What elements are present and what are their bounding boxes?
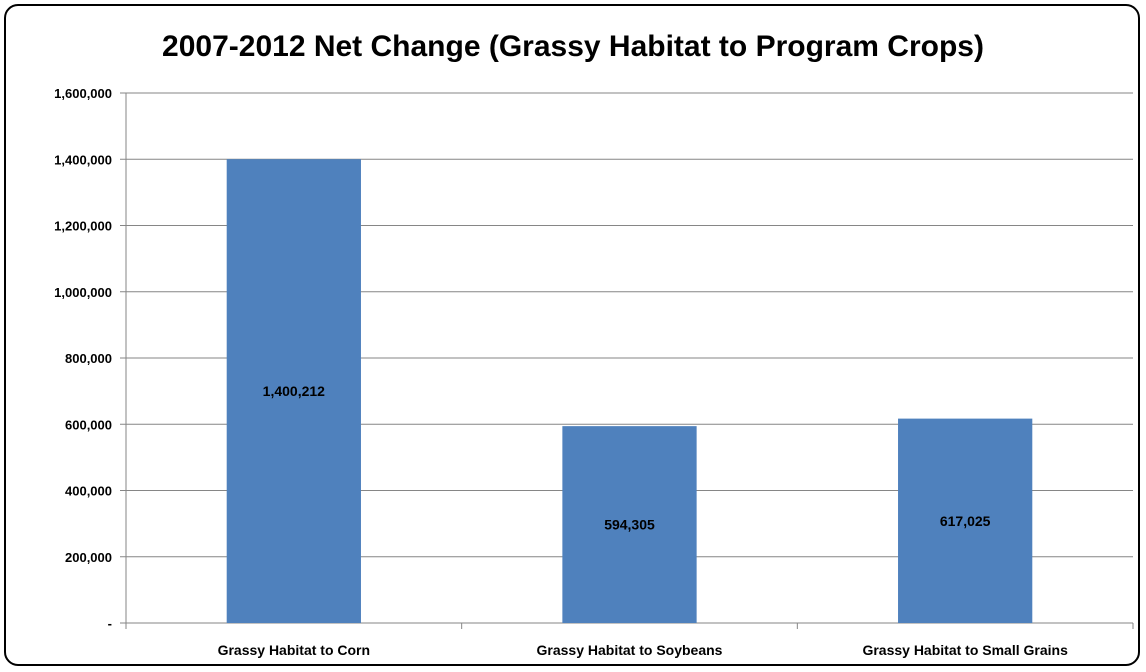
y-tick-label: 1,000,000: [54, 285, 112, 300]
data-label: 594,305: [604, 517, 655, 533]
data-label: 1,400,212: [263, 383, 325, 399]
y-tick-label: 1,400,000: [54, 152, 112, 167]
y-tick-label: 200,000: [65, 550, 112, 565]
category-label: Grassy Habitat to Small Grains: [862, 642, 1068, 658]
bar: [226, 159, 361, 623]
category-label: Grassy Habitat to Soybeans: [537, 642, 723, 658]
bar: [898, 418, 1033, 623]
data-label: 617,025: [940, 513, 991, 529]
y-tick-label: 1,200,000: [54, 219, 112, 234]
y-tick-label: 800,000: [65, 351, 112, 366]
y-tick-label: -: [108, 616, 112, 631]
bar: [562, 426, 697, 623]
category-label: Grassy Habitat to Corn: [218, 642, 370, 658]
chart-title: 2007-2012 Net Change (Grassy Habitat to …: [162, 30, 984, 63]
y-tick-label: 600,000: [65, 417, 112, 432]
y-tick-label: 400,000: [65, 484, 112, 499]
y-tick-label: 1,600,000: [54, 86, 112, 101]
